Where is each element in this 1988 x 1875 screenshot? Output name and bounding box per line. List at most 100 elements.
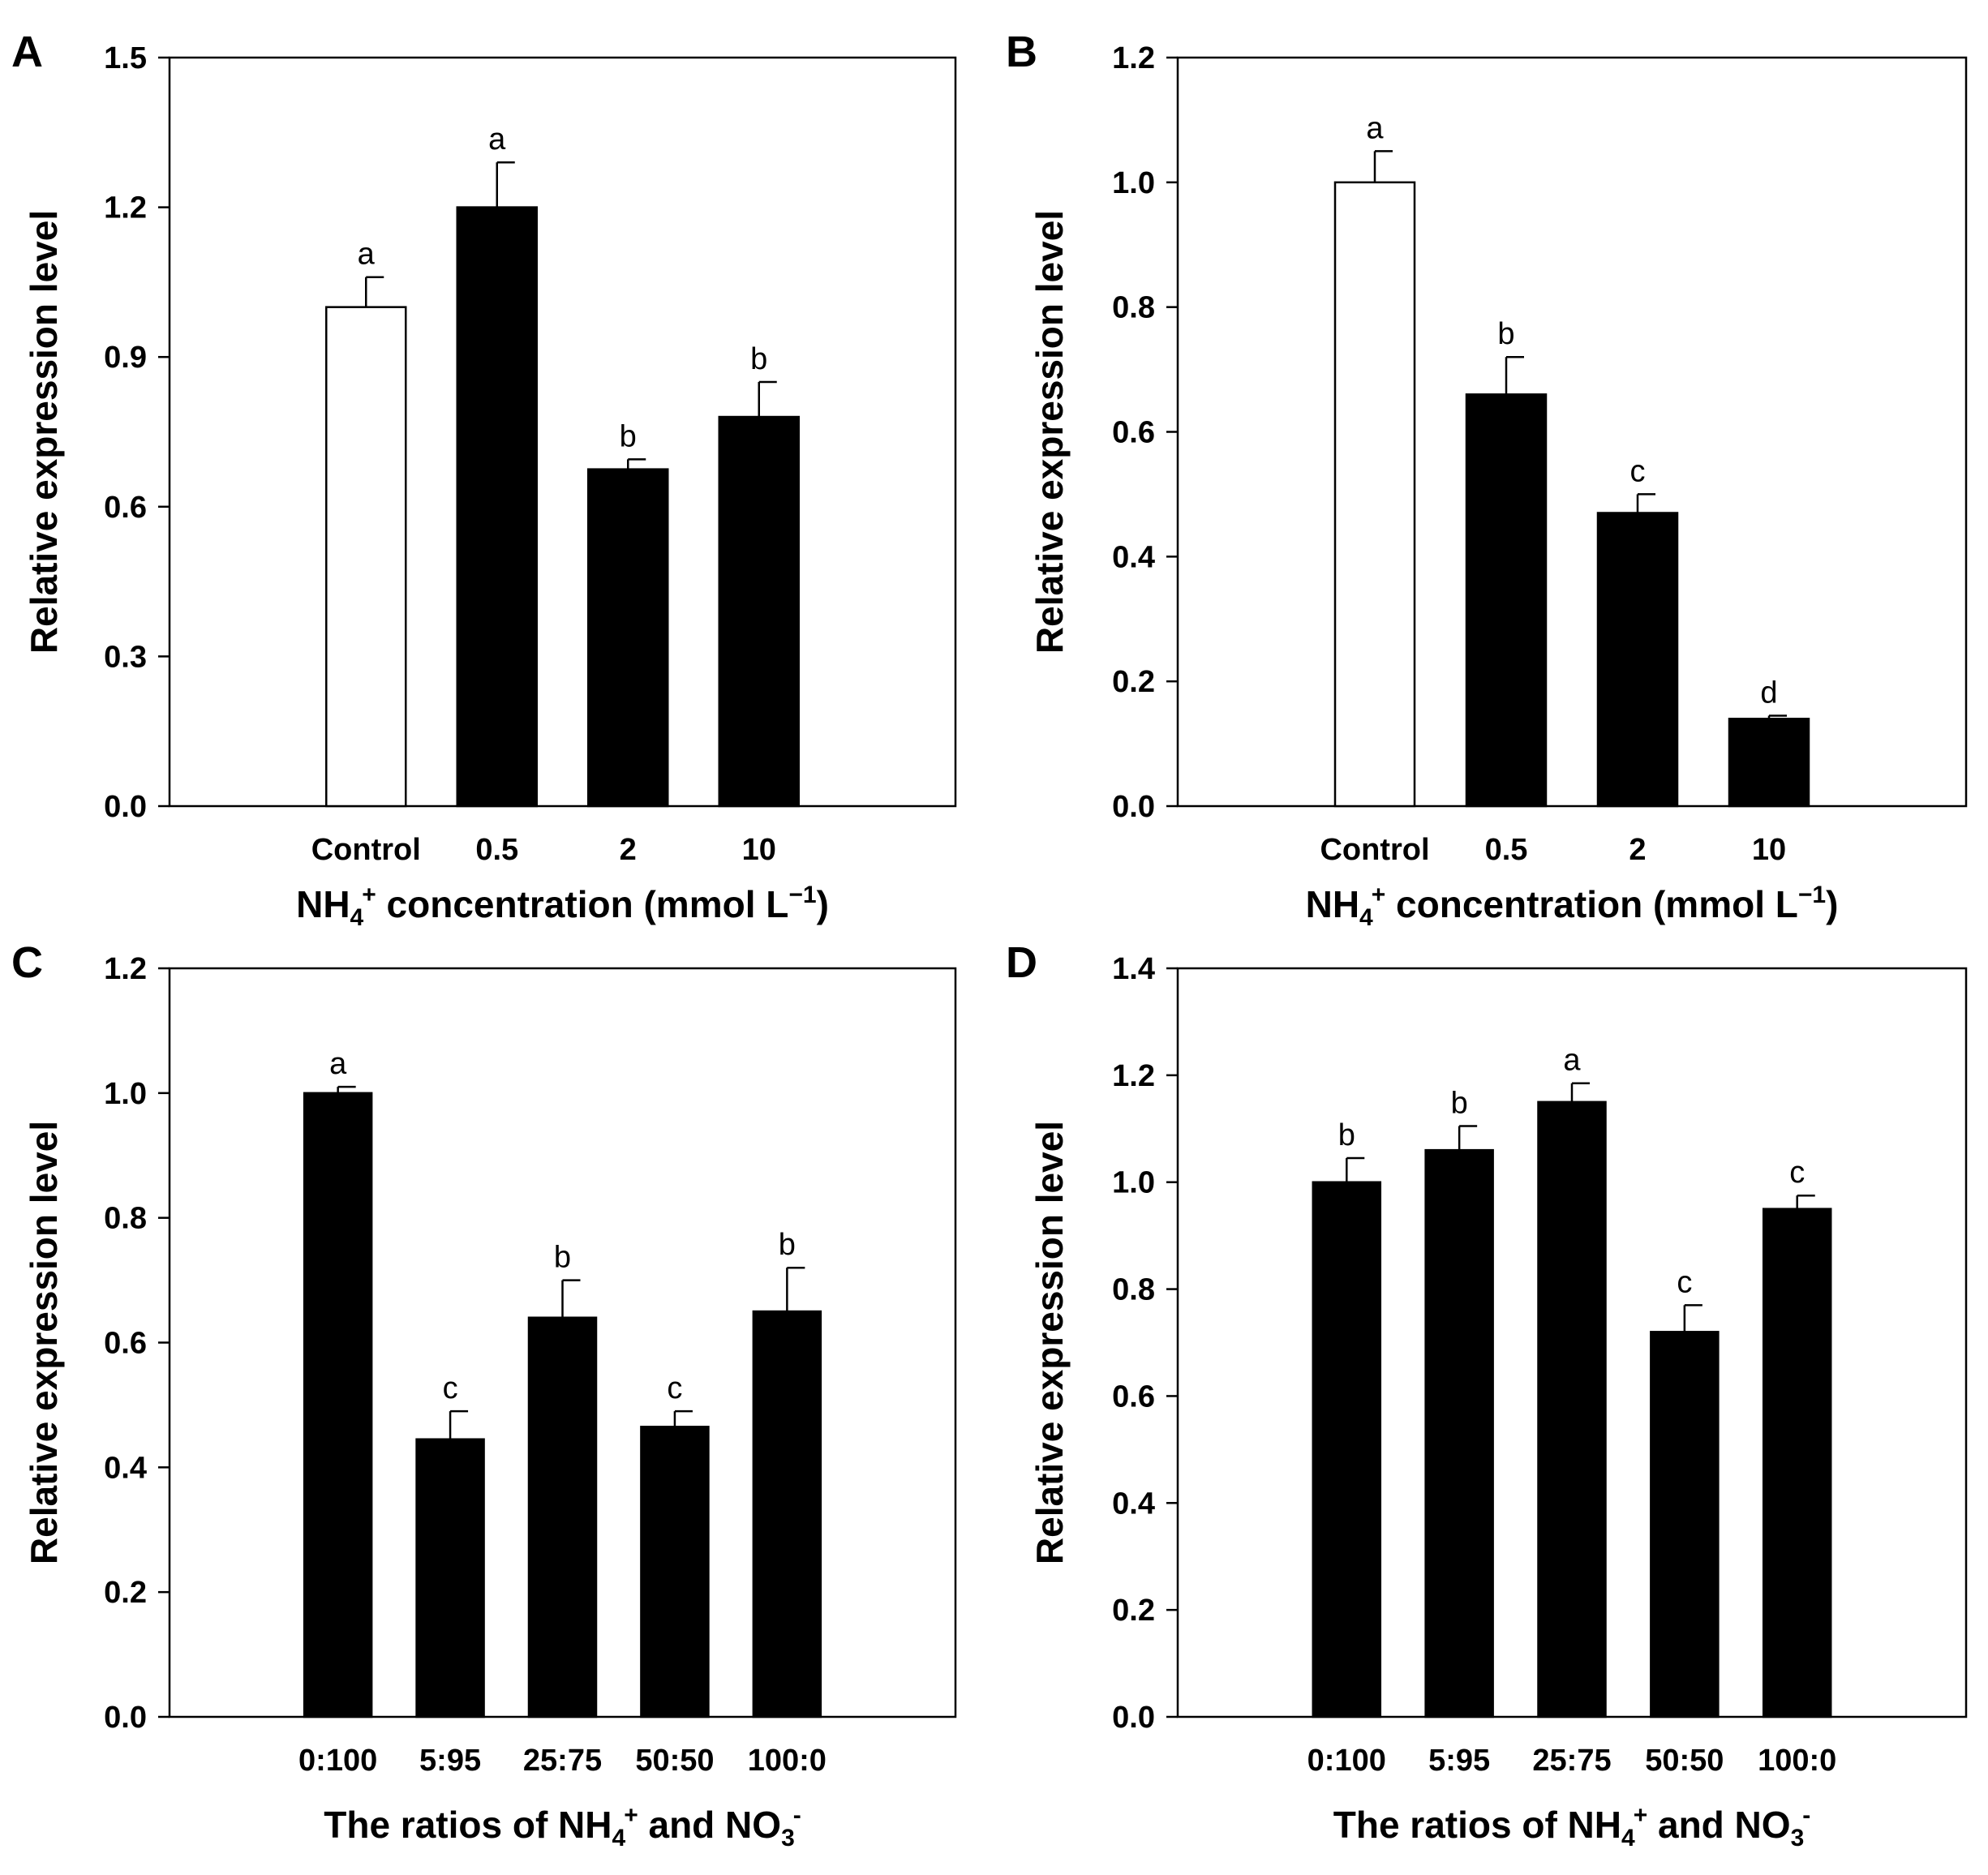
significance-label: d [1760,676,1777,710]
bar-5-95 [415,1438,485,1718]
y-tick-label: 0.0 [104,1701,147,1735]
x-axis-title: NH4+ concentration (mmol L−1) [1306,882,1839,931]
x-tick-label: 2 [620,833,637,867]
significance-label: b [750,342,767,376]
x-tick-label: Control [1320,833,1429,867]
y-tick-label: 0.6 [1112,416,1155,450]
significance-label: b [620,419,637,453]
y-tick-label: 0.0 [1112,790,1155,824]
y-tick-label: 1.0 [104,1077,147,1111]
y-tick-label: 0.4 [104,1451,147,1485]
bar-0-5 [1465,393,1548,808]
x-tick-label: 50:50 [635,1744,714,1778]
significance-label: b [554,1241,571,1275]
significance-label: a [1563,1044,1581,1078]
y-tick-label: 0.6 [104,491,147,525]
y-tick-label: 1.2 [104,191,147,225]
bar-2 [1596,512,1679,808]
y-tick-label: 0.8 [1112,1273,1155,1307]
y-tick-label: 0.6 [104,1327,147,1361]
bar-100-0 [752,1310,822,1718]
chart-panel-a: A 0.0 0.3 0.6 0.9 1.2 1.5 Relative expression l… [11,28,957,931]
y-tick-label: 0.8 [1112,291,1155,325]
significance-label: c [1789,1156,1805,1190]
significance-label: c [1630,454,1646,488]
bar-5-95 [1424,1148,1494,1718]
y-tick-label: 0.6 [1112,1379,1155,1414]
bar-10 [1728,718,1810,808]
y-tick-label: 0.4 [1112,1487,1155,1521]
bar-25-75 [527,1316,598,1718]
y-axis-title: Relative expression level [23,210,65,654]
y-tick-label: 1.5 [104,41,147,75]
significance-label: a [1366,111,1384,145]
x-tick-label: 50:50 [1645,1744,1724,1778]
y-tick-label: 1.2 [1112,1059,1155,1093]
bar-10 [718,415,800,808]
significance-label: a [488,122,506,157]
y-tick-label: 0.2 [104,1576,147,1610]
x-tick-label: 0.5 [1485,833,1528,867]
bar-0-5 [456,206,538,808]
bar-100-0 [1762,1208,1832,1718]
panel-letter: D [1006,938,1037,987]
significance-label: b [1451,1086,1468,1120]
significance-label: b [779,1228,796,1262]
x-tick-label: 0.5 [475,833,518,867]
significance-label: c [667,1371,682,1405]
significance-label: c [1677,1265,1692,1299]
panel-letter: B [1006,28,1037,76]
chart-panel-d: D 0.0 0.2 0.4 0.6 0.8 1.0 1.2 1.4 Relative expres… [1006,938,1968,1851]
y-axis-title: Relative expression level [23,1121,65,1564]
x-tick-label: 25:75 [1532,1744,1611,1778]
x-axis-title: The ratios of NH4+ and NO3- [324,1802,801,1851]
x-tick-label: 10 [742,833,776,867]
bar-25-75 [1537,1101,1607,1718]
y-tick-label: 1.0 [1112,1166,1155,1200]
y-tick-label: 0.2 [1112,1594,1155,1628]
x-tick-label: 25:75 [523,1744,602,1778]
bar-control [1333,181,1416,808]
significance-label: b [1338,1118,1355,1152]
y-tick-label: 0.9 [104,341,147,375]
x-tick-label: 0:100 [298,1744,377,1778]
y-tick-label: 0.4 [1112,540,1155,574]
y-tick-label: 0.0 [104,790,147,824]
x-tick-label: 100:0 [748,1744,827,1778]
y-tick-label: 0.0 [1112,1701,1155,1735]
significance-label: a [329,1047,347,1081]
x-tick-label: 2 [1629,833,1646,867]
x-axis-title: The ratios of NH4+ and NO3- [1333,1802,1811,1851]
chart-panel-b: B 0.0 0.2 0.4 0.6 0.8 1.0 1.2 Relative expressio… [1006,28,1968,931]
bar-0-100 [303,1092,373,1718]
y-tick-label: 1.4 [1112,952,1155,986]
panel-letter: A [11,28,43,76]
x-axis-title: NH4+ concentration (mmol L−1) [296,882,829,931]
y-tick-label: 1.2 [104,952,147,986]
x-tick-label: 5:95 [1428,1744,1490,1778]
x-tick-label: 10 [1752,833,1786,867]
bar-0-100 [1312,1181,1382,1718]
significance-label: a [358,238,376,272]
x-tick-label: 5:95 [419,1744,481,1778]
significance-label: b [1497,317,1514,351]
y-tick-label: 1.2 [1112,41,1155,75]
x-tick-label: 100:0 [1758,1744,1836,1778]
y-tick-label: 0.2 [1112,665,1155,699]
y-tick-label: 0.3 [104,640,147,674]
bar-2 [587,468,669,808]
x-tick-label: Control [311,833,421,867]
plot-frame [168,56,957,808]
x-tick-label: 0:100 [1307,1744,1386,1778]
y-tick-label: 0.8 [104,1202,147,1236]
bar-control [325,306,407,808]
chart-panel-c: C 0.0 0.2 0.4 0.6 0.8 1.0 1.2 Relative expressio… [11,938,957,1851]
plot-frame [1176,56,1968,808]
y-axis-title: Relative expression level [1028,210,1071,654]
panel-letter: C [11,938,43,987]
bar-50-50 [640,1426,710,1718]
significance-label: c [443,1371,458,1405]
y-tick-label: 1.0 [1112,166,1155,200]
y-axis-title: Relative expression level [1028,1121,1071,1564]
